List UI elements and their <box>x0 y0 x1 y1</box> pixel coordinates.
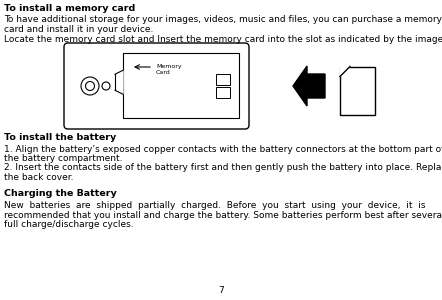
Bar <box>123 53 239 118</box>
Bar <box>340 67 375 115</box>
Text: Locate the memory card slot and Insert the memory card into the slot as indicate: Locate the memory card slot and Insert t… <box>4 34 442 43</box>
Text: To install a memory card: To install a memory card <box>4 4 135 13</box>
Bar <box>216 87 230 98</box>
Text: New  batteries  are  shipped  partially  charged.  Before  you  start  using  yo: New batteries are shipped partially char… <box>4 201 426 210</box>
Text: Memory
Card: Memory Card <box>156 64 182 75</box>
Text: 7: 7 <box>218 286 224 295</box>
Text: To install the battery: To install the battery <box>4 133 116 142</box>
Text: the battery compartment.: the battery compartment. <box>4 154 122 163</box>
Text: Charging the Battery: Charging the Battery <box>4 190 117 199</box>
Text: 1. Align the battery’s exposed copper contacts with the battery connectors at th: 1. Align the battery’s exposed copper co… <box>4 145 442 154</box>
Bar <box>216 74 230 85</box>
Text: full charge/discharge cycles.: full charge/discharge cycles. <box>4 220 133 229</box>
Polygon shape <box>115 70 123 94</box>
Text: recommended that you install and charge the battery. Some batteries perform best: recommended that you install and charge … <box>4 211 442 220</box>
Text: card and install it in your device.: card and install it in your device. <box>4 25 153 34</box>
Text: the back cover.: the back cover. <box>4 173 73 182</box>
Polygon shape <box>340 67 350 76</box>
Text: 2. Insert the contacts side of the battery first and then gently push the batter: 2. Insert the contacts side of the batte… <box>4 164 442 172</box>
Text: To have additional storage for your images, videos, music and files, you can pur: To have additional storage for your imag… <box>4 16 442 25</box>
Polygon shape <box>293 66 325 106</box>
FancyBboxPatch shape <box>64 43 249 129</box>
